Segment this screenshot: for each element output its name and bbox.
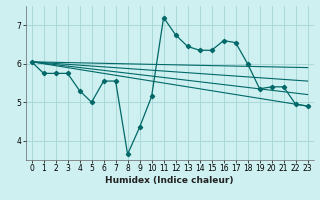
X-axis label: Humidex (Indice chaleur): Humidex (Indice chaleur) [105,176,234,185]
